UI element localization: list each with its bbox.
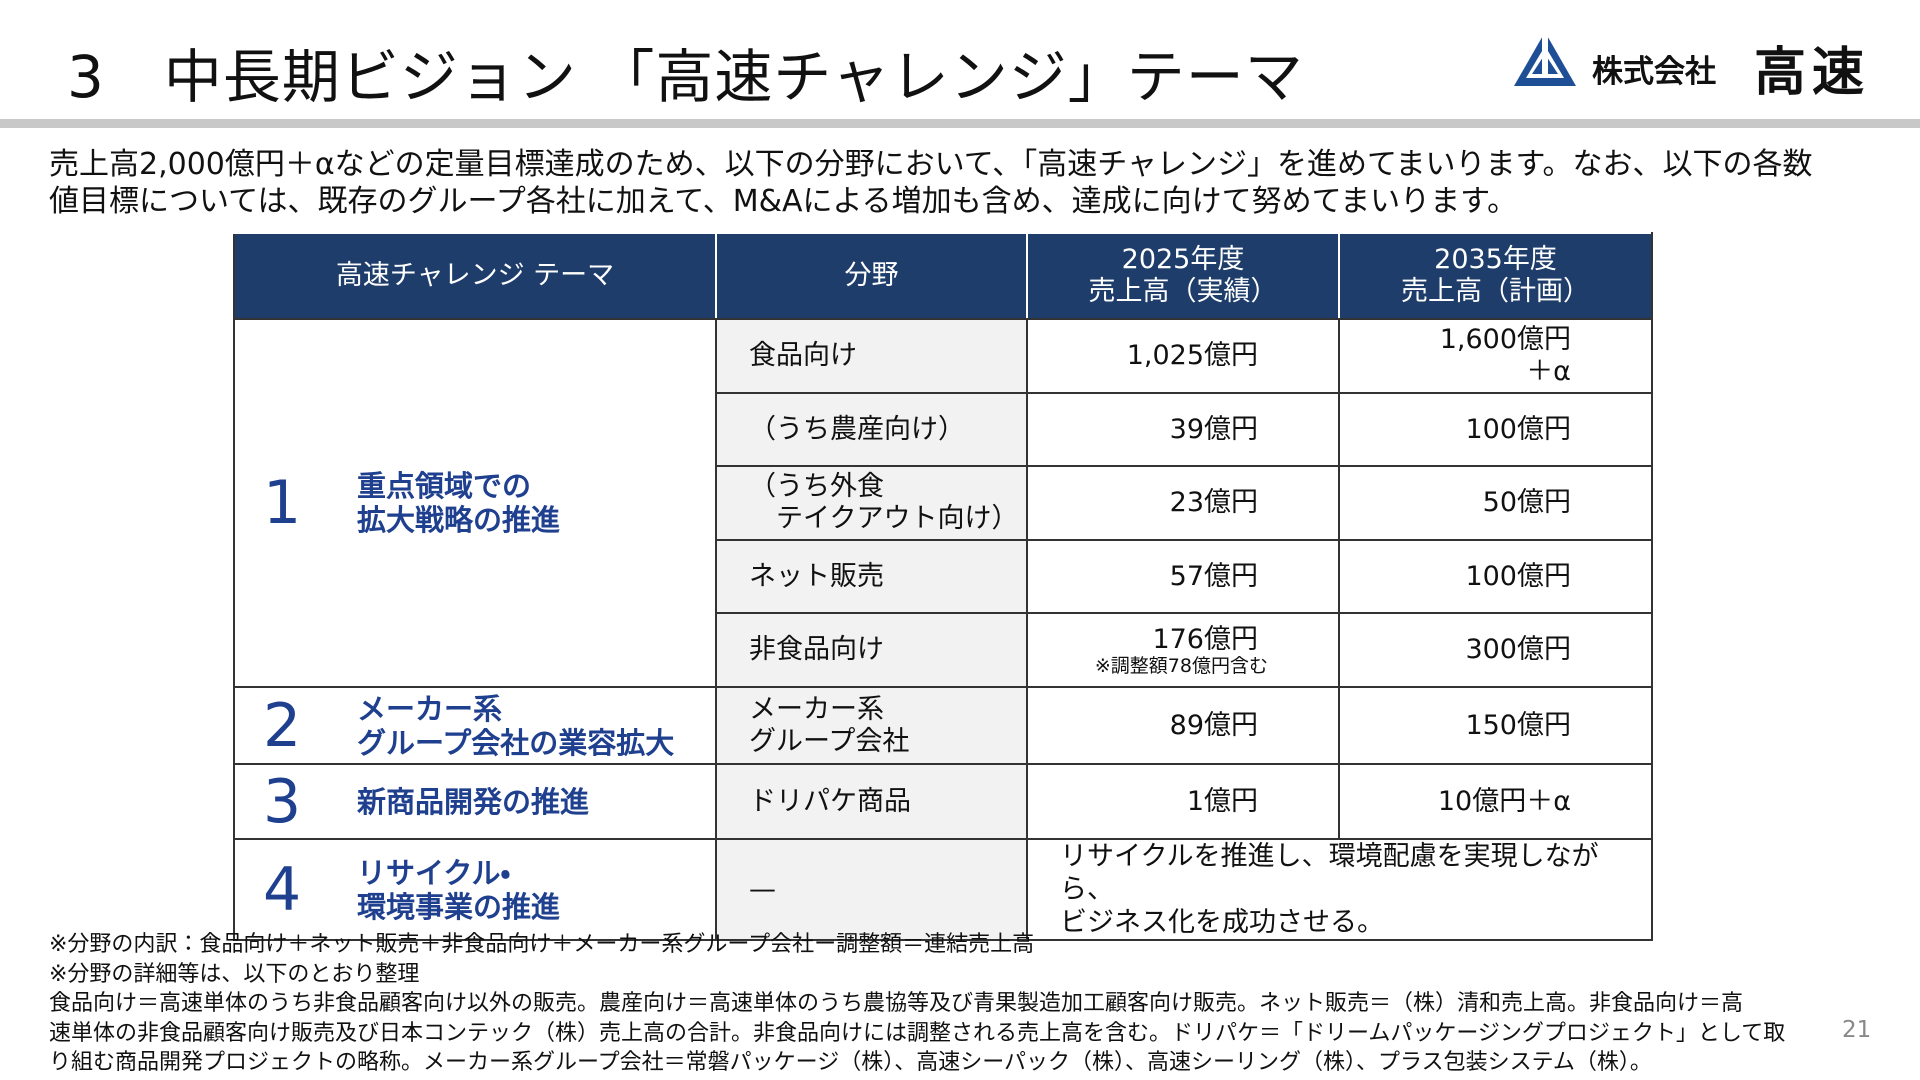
- theme-name: メーカー系 グループ会社の業容拡大: [357, 691, 675, 760]
- remark-cell: リサイクルを推進し、環境配慮を実現しながら、 ビジネス化を成功させる。: [1026, 838, 1653, 941]
- actual-cell: 89億円: [1026, 686, 1340, 765]
- actual-value: 89億円: [1169, 709, 1258, 741]
- company-name: 高速: [1754, 43, 1871, 103]
- theme-number: 3: [263, 766, 302, 837]
- column-header: 2035年度 売上高（計画）: [1338, 232, 1653, 320]
- theme-name: リサイクル・ 環境事業の推進: [357, 855, 561, 924]
- header-row: 高速チャレンジ テーマ 分野 2025年度 売上高（実績） 2035年度 売上高（計画…: [233, 232, 1653, 320]
- intro-line: 値目標については、既存のグループ各社に加えて、M&Aによる増加も含め、達成に向け…: [49, 184, 1518, 219]
- table-row: （うち外食 テイクアウト向け） 23億円 50億円: [234, 465, 1653, 541]
- actual-value: 57億円: [1169, 560, 1258, 592]
- intro: 売上高2,000億円＋αなどの定量目標達成のため、以下の分野において、「高速チャ…: [49, 146, 1812, 220]
- slide-title: 3 中長期ビジョン 「高速チャレンジ」テーマ: [67, 43, 1304, 111]
- theme-cell: 2 メーカー系 グループ会社の業容拡大: [233, 686, 717, 765]
- column-header: 高速チャレンジ テーマ: [233, 232, 717, 320]
- theme-number: 4: [263, 854, 302, 925]
- plan-cell: 150億円: [1338, 686, 1653, 765]
- theme-cell: 4 リサイクル・ 環境事業の推進: [233, 838, 717, 941]
- table-row: 1 重点領域での 拡大戦略の推進 食品向け 1,025億円 1,600億円 ＋α: [233, 318, 1653, 688]
- plan-cell: 10億円＋α: [1338, 763, 1653, 840]
- title-rule: [0, 119, 1920, 128]
- plan-cell: 50億円: [1338, 465, 1653, 541]
- field-cell: ドリパケ商品: [715, 763, 1028, 840]
- plan-cell: 100億円: [1338, 392, 1653, 467]
- field-cell: 食品向け: [715, 318, 1028, 394]
- actual-cell: 23億円: [1026, 465, 1340, 541]
- actual-cell: 1億円: [1026, 763, 1340, 840]
- intro-line: 売上高2,000億円＋αなどの定量目標達成のため、以下の分野において、「高速チャ…: [49, 147, 1813, 182]
- logo-icon: [1514, 32, 1576, 86]
- actual-cell: 39億円: [1026, 392, 1340, 467]
- theme-name: 重点領域での 拡大戦略の推進: [357, 469, 561, 537]
- plan-cell: 1,600億円 ＋α: [1338, 318, 1653, 394]
- actual-value: 23億円: [1169, 487, 1258, 518]
- table-row: 4 リサイクル・ 環境事業の推進 — リサイクルを推進し、環境配慮を実現しながら、 ビ…: [233, 838, 1653, 941]
- actual-note: ※調整額78億円含む: [1094, 655, 1268, 677]
- footnote-line: ※分野の内訳：食品向け＋ネット販売＋非食品向け＋メーカー系グループ会社ー調整額＝…: [49, 932, 1035, 957]
- table-row: 3 新商品開発の推進 ドリパケ商品 1億円 10億円＋α: [233, 763, 1653, 840]
- plan-cell: 100億円: [1338, 539, 1653, 614]
- page-number: 21: [1842, 1017, 1872, 1043]
- footnote-line: り組む商品開発プロジェクトの略称。メーカー系グループ会社＝常磐パッケージ（株）、…: [49, 1050, 1652, 1075]
- footnote-line: 食品向け＝高速単体のうち非食品顧客向け以外の販売。農産向け＝高速単体のうち農協等…: [49, 991, 1744, 1016]
- theme-table: 高速チャレンジ テーマ 分野 2025年度 売上高（実績） 2035年度 売上高（計画…: [233, 232, 1653, 941]
- column-header: 2025年度 売上高（実績）: [1026, 232, 1340, 320]
- theme-cell: 1 重点領域での 拡大戦略の推進: [233, 318, 717, 688]
- actual-value: 1,025億円: [1126, 340, 1258, 371]
- field-cell: （うち農産向け）: [715, 392, 1028, 467]
- footnote-line: ※分野の詳細等は、以下のとおり整理: [49, 961, 420, 987]
- field-cell: 非食品向け: [715, 612, 1028, 688]
- theme-name: 新商品開発の推進: [357, 784, 590, 819]
- table-row: ネット販売 57億円 100億円: [234, 539, 1653, 614]
- actual-cell: 1,025億円: [1026, 318, 1340, 394]
- field-cell: メーカー系 グループ会社: [715, 686, 1028, 765]
- theme-number: 2: [263, 690, 302, 761]
- table-row: 非食品向け 176億円 ※調整額78億円含む 300億円: [234, 612, 1653, 688]
- field-cell: —: [715, 838, 1028, 941]
- company-prefix: 株式会社: [1592, 54, 1716, 90]
- footnote-line: 速単体の非食品顧客向け販売及び日本コンテック（株）売上高の合計。非食品向けには調…: [49, 1020, 1786, 1046]
- theme-number: 1: [263, 468, 302, 538]
- footnotes: ※分野の内訳：食品向け＋ネット販売＋非食品向け＋メーカー系グループ会社ー調整額＝…: [49, 930, 1785, 1078]
- actual-value: 39億円: [1169, 413, 1258, 445]
- table-row: 2 メーカー系 グループ会社の業容拡大 メーカー系 グループ会社 89億円 150億円: [233, 686, 1653, 765]
- theme-cell: 3 新商品開発の推進: [233, 763, 717, 840]
- actual-cell: 57億円: [1026, 539, 1340, 614]
- actual-cell: 176億円 ※調整額78億円含む: [1026, 612, 1340, 688]
- field-cell: ネット販売: [715, 539, 1028, 614]
- actual-value: 1億円: [1186, 785, 1258, 817]
- column-header: 分野: [715, 232, 1028, 320]
- plan-cell: 300億円: [1338, 612, 1653, 688]
- table-row: （うち農産向け） 39億円 100億円: [234, 392, 1653, 467]
- field-cell: （うち外食 テイクアウト向け）: [715, 465, 1028, 541]
- actual-value: 176億円: [1152, 624, 1258, 655]
